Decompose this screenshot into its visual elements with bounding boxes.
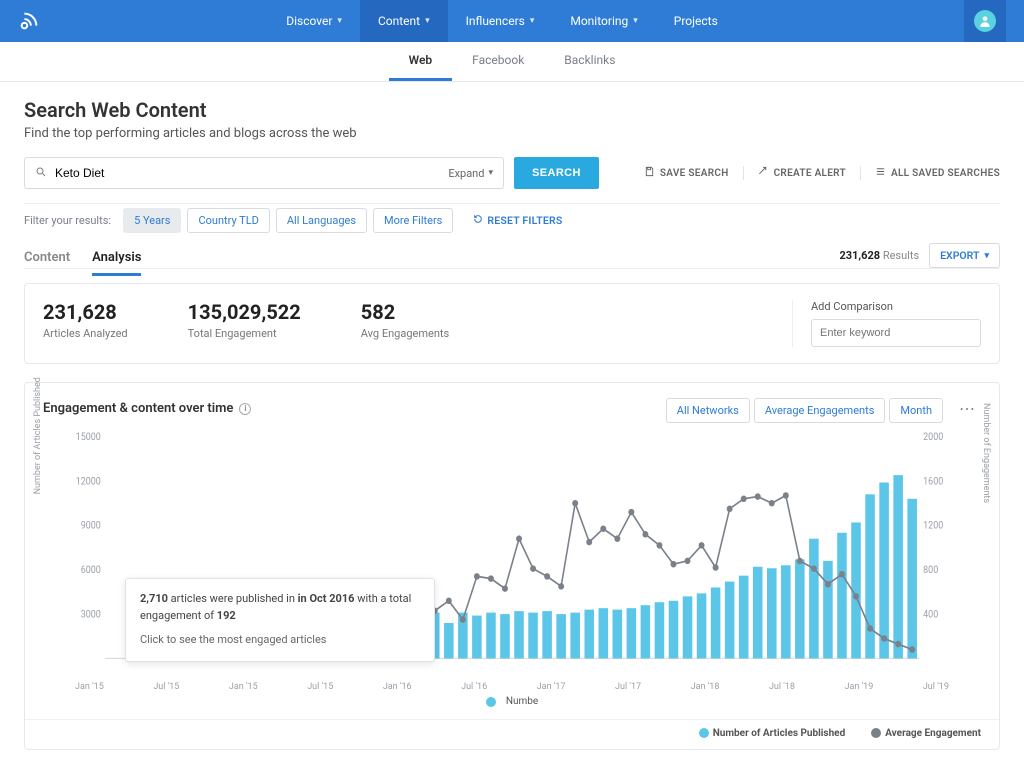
chart-filter-button[interactable]: Month: [889, 398, 943, 423]
svg-text:2000: 2000: [923, 432, 943, 443]
svg-text:9000: 9000: [81, 520, 101, 531]
all-saved-button[interactable]: ALL SAVED SEARCHES: [875, 166, 1000, 180]
stat-block: 231,628Articles Analyzed: [43, 300, 128, 347]
svg-text:12000: 12000: [76, 476, 101, 487]
chart-card: Engagement & content over time i All Net…: [24, 382, 1000, 750]
svg-text:800: 800: [923, 565, 938, 576]
svg-text:1600: 1600: [923, 476, 943, 487]
filter-pill[interactable]: All Languages: [276, 208, 367, 233]
results-count: 231,628 Results: [840, 249, 920, 262]
filter-pill[interactable]: Country TLD: [187, 208, 269, 233]
filter-label: Filter your results:: [24, 214, 111, 227]
svg-text:1200: 1200: [923, 520, 943, 531]
avatar-button[interactable]: [964, 0, 1006, 42]
svg-text:6000: 6000: [81, 565, 101, 576]
chevron-down-icon: ▾: [425, 16, 430, 26]
y-axis-right-label: Number of Engagements: [981, 403, 991, 503]
chart-filter-button[interactable]: All Networks: [666, 398, 750, 423]
top-nav: Discover▾Content▾Influencers▾Monitoring▾…: [268, 0, 736, 42]
chart-title: Engagement & content over time i: [43, 401, 251, 416]
reset-icon: [473, 214, 483, 227]
avatar-icon: [974, 10, 996, 32]
logo-icon: [18, 10, 40, 32]
expand-label: Expand: [448, 167, 484, 180]
nav-influencers[interactable]: Influencers▾: [448, 0, 553, 42]
nav-content[interactable]: Content▾: [360, 0, 448, 42]
chart-area: Number of Articles Published Number of E…: [25, 428, 999, 678]
search-box: Expand ▾: [24, 157, 504, 189]
subtab-facebook[interactable]: Facebook: [452, 42, 544, 81]
chart-legend-truncated: Numbe: [25, 692, 999, 719]
filter-pill[interactable]: More Filters: [373, 208, 453, 233]
comparison-label: Add Comparison: [811, 300, 981, 313]
search-button[interactable]: SEARCH: [514, 157, 599, 189]
tab-content[interactable]: Content: [24, 242, 70, 276]
y-axis-left-label: Number of Articles Published: [33, 377, 43, 494]
sub-tabs: WebFacebookBacklinks: [0, 42, 1024, 82]
info-icon[interactable]: i: [239, 403, 251, 415]
filter-row: Filter your results: 5 YearsCountry TLDA…: [24, 214, 1000, 227]
list-icon: [875, 166, 886, 180]
add-comparison: Add Comparison: [792, 300, 981, 347]
reset-filters-button[interactable]: RESET FILTERS: [473, 214, 562, 227]
chart-filter-button[interactable]: Average Engagements: [754, 398, 886, 423]
chevron-down-icon: ▾: [633, 16, 638, 26]
chart-header: Engagement & content over time i All Net…: [25, 399, 999, 428]
right-actions: SAVE SEARCH CREATE ALERT ALL SAVED SEARC…: [644, 166, 1000, 180]
expand-button[interactable]: Expand ▾: [448, 167, 493, 180]
stat-block: 135,029,522Total Engagement: [188, 300, 301, 347]
export-button[interactable]: EXPORT ▾: [929, 243, 1000, 268]
x-axis-labels: Jan '15Jul '15Jan '15Jul '15Jan '16Jul '…: [25, 678, 999, 692]
chevron-down-icon: ▾: [337, 16, 342, 26]
chart-actions: All NetworksAverage EngagementsMonth ⋯: [666, 399, 981, 418]
stat-block: 582Avg Engagements: [361, 300, 449, 347]
svg-text:400: 400: [923, 609, 938, 620]
subtab-backlinks[interactable]: Backlinks: [544, 42, 635, 81]
save-icon: [644, 166, 655, 180]
chevron-down-icon: ▾: [488, 168, 493, 178]
svg-text:3000: 3000: [81, 609, 101, 620]
nav-discover[interactable]: Discover▾: [268, 0, 360, 42]
svg-text:15000: 15000: [76, 432, 101, 443]
chevron-down-icon: ▾: [984, 251, 989, 261]
search-row: Expand ▾ SEARCH SAVE SEARCH CREATE ALERT…: [24, 157, 1000, 204]
page-subtitle: Find the top performing articles and blo…: [24, 126, 1000, 141]
top-bar: Discover▾Content▾Influencers▾Monitoring▾…: [0, 0, 1024, 42]
filter-pill[interactable]: 5 Years: [123, 208, 181, 233]
chart-tooltip[interactable]: 2,710 articles were published in in Oct …: [125, 578, 435, 662]
page-title: Search Web Content: [24, 98, 1000, 122]
chevron-down-icon: ▾: [530, 16, 535, 26]
comparison-input[interactable]: [811, 319, 981, 347]
more-icon[interactable]: ⋯: [953, 399, 981, 418]
nav-monitoring[interactable]: Monitoring▾: [552, 0, 655, 42]
save-search-button[interactable]: SAVE SEARCH: [644, 166, 729, 180]
analysis-tabs: ContentAnalysis 231,628 Results EXPORT ▾: [24, 243, 1000, 269]
subtab-web[interactable]: Web: [389, 42, 453, 81]
search-icon: [35, 166, 47, 181]
chart-legend: Number of Articles Published Average Eng…: [25, 719, 999, 739]
create-alert-button[interactable]: CREATE ALERT: [758, 166, 846, 180]
alert-icon: [758, 166, 769, 180]
nav-projects[interactable]: Projects: [656, 0, 736, 42]
stats-card: 231,628Articles Analyzed 135,029,522Total…: [24, 283, 1000, 364]
tab-analysis[interactable]: Analysis: [92, 242, 141, 276]
search-input[interactable]: [55, 166, 448, 180]
page-content: Search Web Content Find the top performi…: [0, 82, 1024, 766]
